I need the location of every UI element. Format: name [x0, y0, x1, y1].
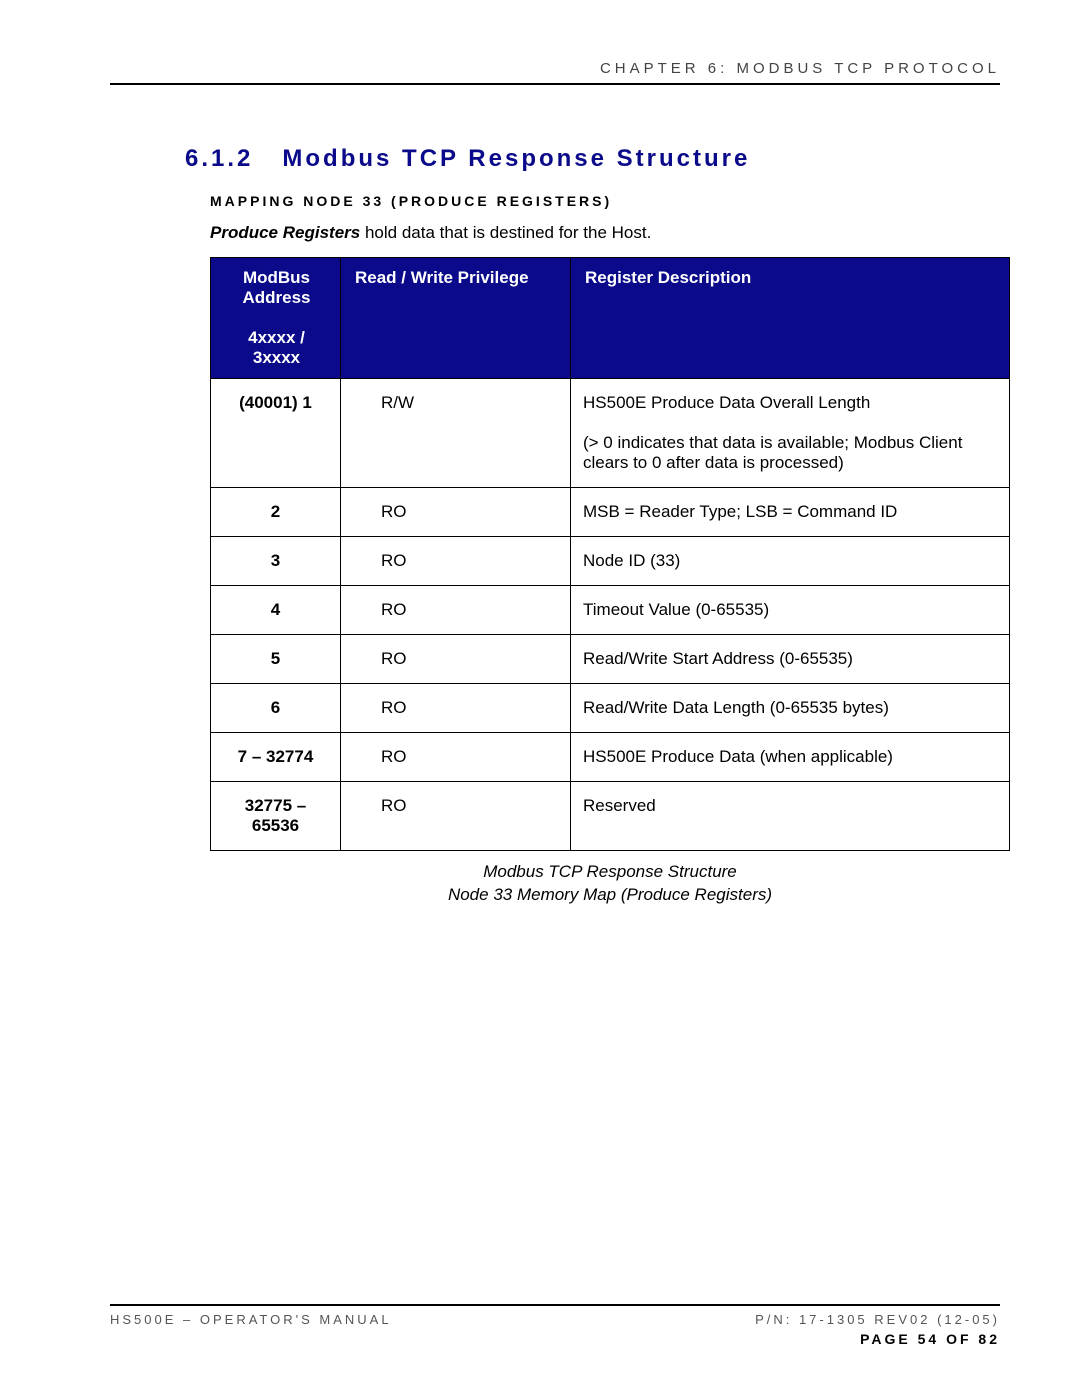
- table-row: 6RORead/Write Data Length (0-65535 bytes…: [211, 684, 1010, 733]
- cell-description: Read/Write Start Address (0-65535): [571, 635, 1010, 684]
- cell-address: 2: [211, 488, 341, 537]
- table-row: 5RORead/Write Start Address (0-65535): [211, 635, 1010, 684]
- cell-privilege: RO: [341, 684, 571, 733]
- cell-description: HS500E Produce Data Overall Length(> 0 i…: [571, 379, 1010, 488]
- section-heading: 6.1.2 Modbus TCP Response Structure: [185, 145, 1000, 173]
- cell-address: 6: [211, 684, 341, 733]
- cell-description: Read/Write Data Length (0-65535 bytes): [571, 684, 1010, 733]
- cell-description: HS500E Produce Data (when applicable): [571, 733, 1010, 782]
- cell-privilege: RO: [341, 733, 571, 782]
- cell-address: 3: [211, 537, 341, 586]
- cell-description: Reserved: [571, 782, 1010, 851]
- cell-description: MSB = Reader Type; LSB = Command ID: [571, 488, 1010, 537]
- col1-line2: 4xxxx / 3xxxx: [248, 328, 305, 367]
- table-row: 3RONode ID (33): [211, 537, 1010, 586]
- cell-privilege: R/W: [341, 379, 571, 488]
- col-header-privilege: Read / Write Privilege: [341, 258, 571, 379]
- intro-rest: hold data that is destined for the Host.: [360, 223, 651, 242]
- table-row: 2ROMSB = Reader Type; LSB = Command ID: [211, 488, 1010, 537]
- section-subheading: MAPPING NODE 33 (PRODUCE REGISTERS): [210, 193, 1000, 209]
- col-header-address: ModBus Address 4xxxx / 3xxxx: [211, 258, 341, 379]
- intro-bold: Produce Registers: [210, 223, 360, 242]
- col1-line1: ModBus Address: [242, 268, 310, 307]
- register-table: ModBus Address 4xxxx / 3xxxx Read / Writ…: [210, 257, 1010, 851]
- section-number: 6.1.2: [185, 145, 253, 172]
- footer-left: HS500E – OPERATOR'S MANUAL: [110, 1312, 392, 1347]
- cell-privilege: RO: [341, 488, 571, 537]
- cell-address: (40001) 1: [211, 379, 341, 488]
- cell-description: Node ID (33): [571, 537, 1010, 586]
- table-header-row: ModBus Address 4xxxx / 3xxxx Read / Writ…: [211, 258, 1010, 379]
- page-footer: HS500E – OPERATOR'S MANUAL P/N: 17-1305 …: [110, 1304, 1000, 1347]
- cell-privilege: RO: [341, 782, 571, 851]
- table-caption: Modbus TCP Response Structure Node 33 Me…: [210, 861, 1010, 907]
- table-row: (40001) 1R/WHS500E Produce Data Overall …: [211, 379, 1010, 488]
- cell-description: Timeout Value (0-65535): [571, 586, 1010, 635]
- section-title: Modbus TCP Response Structure: [282, 145, 750, 172]
- cell-address: 5: [211, 635, 341, 684]
- document-page: CHAPTER 6: MODBUS TCP PROTOCOL 6.1.2 Mod…: [0, 0, 1080, 1397]
- cell-privilege: RO: [341, 635, 571, 684]
- cell-privilege: RO: [341, 537, 571, 586]
- subheading-text: MAPPING NODE 33 (PRODUCE REGISTERS): [210, 193, 612, 209]
- caption-line1: Modbus TCP Response Structure: [483, 862, 737, 881]
- caption-line2: Node 33 Memory Map (Produce Registers): [448, 885, 772, 904]
- intro-paragraph: Produce Registers hold data that is dest…: [210, 223, 1000, 243]
- col-header-description: Register Description: [571, 258, 1010, 379]
- cell-address: 32775 – 65536: [211, 782, 341, 851]
- footer-pn: P/N: 17-1305 REV02 (12-05): [755, 1312, 1000, 1327]
- cell-address: 4: [211, 586, 341, 635]
- table-row: 7 – 32774ROHS500E Produce Data (when app…: [211, 733, 1010, 782]
- cell-address: 7 – 32774: [211, 733, 341, 782]
- table-row: 4ROTimeout Value (0-65535): [211, 586, 1010, 635]
- page-header: CHAPTER 6: MODBUS TCP PROTOCOL: [110, 60, 1000, 85]
- footer-right: P/N: 17-1305 REV02 (12-05) PAGE 54 OF 82: [755, 1312, 1000, 1347]
- chapter-label: CHAPTER 6: MODBUS TCP PROTOCOL: [600, 60, 1000, 77]
- table-body: (40001) 1R/WHS500E Produce Data Overall …: [211, 379, 1010, 851]
- footer-page-num: PAGE 54 OF 82: [755, 1331, 1000, 1347]
- table-row: 32775 – 65536ROReserved: [211, 782, 1010, 851]
- cell-privilege: RO: [341, 586, 571, 635]
